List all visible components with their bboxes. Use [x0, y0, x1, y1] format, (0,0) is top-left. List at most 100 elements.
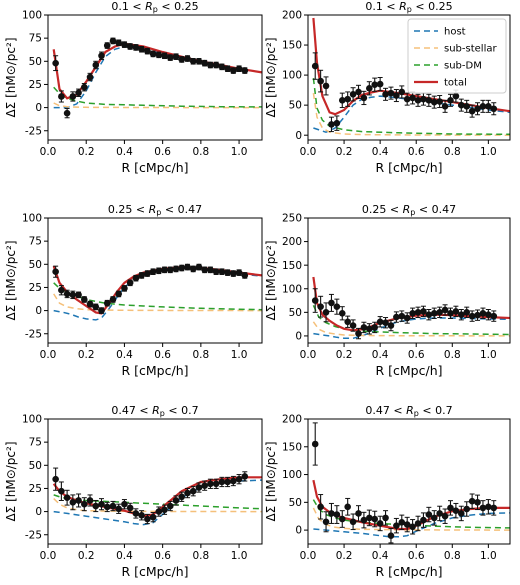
data-point [366, 85, 373, 92]
data-point [371, 81, 379, 89]
data-point [333, 303, 341, 310]
data-point [121, 41, 128, 48]
panel-title: 0.47 < Rp < 0.7 [365, 404, 452, 418]
data-points [311, 52, 498, 133]
x-tick-label: 0.8 [444, 146, 461, 158]
data-point [235, 475, 243, 483]
data-point [490, 312, 498, 320]
data-point [195, 263, 203, 271]
data-point [458, 311, 465, 318]
x-tick-label: 0.6 [154, 550, 171, 562]
data-point [132, 274, 140, 282]
data-point [452, 308, 460, 315]
data-points [311, 422, 498, 544]
data-point [103, 42, 111, 49]
data-point [81, 83, 88, 91]
series-group [312, 17, 510, 136]
legend-box [407, 18, 507, 94]
data-point [224, 478, 231, 486]
y-tick-label: 150 [282, 441, 302, 453]
data-point [403, 521, 411, 528]
data-point [311, 440, 319, 448]
plot-frame [47, 217, 263, 344]
data-point [189, 265, 197, 273]
panel-title: 0.1 < Rp < 0.25 [111, 0, 198, 14]
data-point [69, 291, 77, 299]
data-point [63, 290, 71, 298]
data-point [468, 107, 476, 115]
data-point [485, 103, 492, 110]
data-point [479, 504, 487, 512]
data-point [75, 291, 82, 299]
data-point [212, 480, 220, 488]
y-tick-label: 100 [282, 283, 302, 295]
data-point [115, 290, 122, 298]
series-sub-stellar-line [53, 102, 262, 109]
data-point [166, 266, 174, 274]
data-point [207, 480, 214, 488]
x-tick-label: 0.6 [408, 349, 425, 361]
data-point [393, 92, 400, 99]
data-point [161, 506, 168, 514]
data-point [218, 268, 226, 276]
x-tick-label: 0.8 [193, 146, 210, 158]
y-tick-label: 0 [295, 331, 302, 343]
data-point [366, 325, 373, 333]
data-point [178, 56, 186, 63]
data-point [241, 272, 249, 279]
x-axis-label: R [cMpc/h] [375, 363, 442, 378]
y-tick-label: 75 [29, 33, 42, 45]
data-point [338, 97, 346, 104]
data-point [149, 268, 157, 276]
y-axis-label: ΔΣ [hM⊙/pc²] [4, 240, 18, 320]
y-tick-label: -25 [25, 328, 42, 340]
data-point [212, 61, 220, 69]
data-point [52, 59, 59, 67]
data-point [355, 510, 362, 517]
data-point [349, 518, 357, 526]
data-point [184, 55, 191, 62]
data-point [349, 91, 357, 98]
data-point [212, 268, 220, 276]
x-tick-label: 0.2 [336, 349, 353, 361]
data-point [189, 487, 197, 495]
plot-frame [307, 217, 511, 344]
data-point [382, 91, 389, 98]
data-point [322, 82, 330, 90]
data-point [387, 89, 395, 97]
data-point [317, 303, 324, 310]
panel-title: 0.1 < Rp < 0.25 [365, 0, 452, 14]
data-point [121, 285, 128, 292]
data-point [425, 311, 433, 318]
data-point [98, 500, 105, 508]
data-point [403, 314, 411, 322]
data-point [430, 514, 438, 522]
data-point [414, 97, 422, 104]
data-point [328, 510, 335, 517]
data-point [132, 510, 140, 517]
data-point [132, 44, 140, 51]
y-tick-label: 250 [282, 213, 302, 225]
data-point [172, 265, 180, 273]
plot-frame [307, 418, 511, 545]
x-tick-label: 0.4 [116, 146, 133, 158]
data-point [338, 309, 346, 317]
series-sub-DM-line [312, 499, 510, 529]
data-point [447, 309, 454, 317]
data-point [189, 57, 197, 65]
y-tick-label: -25 [25, 125, 42, 137]
x-tick-label: 0.0 [300, 349, 317, 361]
data-point [86, 497, 94, 504]
x-axis-label: R [cMpc/h] [121, 363, 188, 378]
data-point [138, 45, 145, 53]
series-sub-stellar-line [53, 293, 262, 312]
data-point [207, 61, 214, 69]
data-point [398, 88, 406, 96]
data-point [382, 319, 389, 327]
data-point [166, 502, 174, 510]
data-point [403, 95, 411, 103]
data-point [311, 297, 319, 304]
data-point [121, 500, 128, 508]
data-point [425, 511, 433, 518]
series-sub-stellar-line [312, 507, 510, 531]
